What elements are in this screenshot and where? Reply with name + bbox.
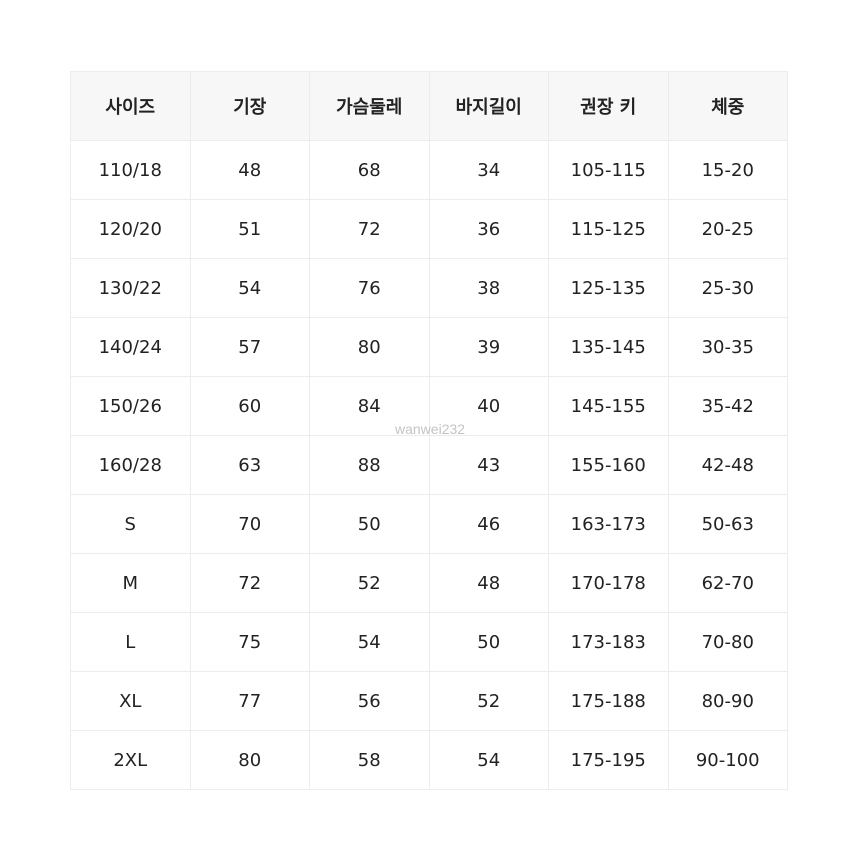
- table-cell: 35-42: [667, 376, 788, 436]
- table-row: 120/20 51 72 36 115-125 20-25: [70, 199, 788, 259]
- table-cell: 70: [189, 494, 310, 554]
- table-cell: 51: [189, 199, 310, 259]
- table-cell: 173-183: [548, 612, 669, 672]
- table-cell: 70-80: [667, 612, 788, 672]
- table-cell: 38: [428, 258, 549, 318]
- table-cell: 2XL: [70, 730, 191, 790]
- table-cell: 175-195: [548, 730, 669, 790]
- table-cell: 42-48: [667, 435, 788, 495]
- table-cell: 145-155: [548, 376, 669, 436]
- table-row: M 72 52 48 170-178 62-70: [70, 553, 788, 613]
- table-row: 140/24 57 80 39 135-145 30-35: [70, 317, 788, 377]
- table-cell: 34: [428, 140, 549, 200]
- column-header: 사이즈: [70, 71, 191, 141]
- table-row: XL 77 56 52 175-188 80-90: [70, 671, 788, 731]
- table-cell: 62-70: [667, 553, 788, 613]
- column-header: 체중: [667, 71, 788, 141]
- column-header: 가슴둘레: [309, 71, 430, 141]
- table-cell: 76: [309, 258, 430, 318]
- table-cell: 90-100: [667, 730, 788, 790]
- table-cell: 57: [189, 317, 310, 377]
- table-cell: 46: [428, 494, 549, 554]
- table-cell: 77: [189, 671, 310, 731]
- table-cell: 150/26: [70, 376, 191, 436]
- table-cell: 160/28: [70, 435, 191, 495]
- watermark: wanwei232: [395, 421, 466, 437]
- table-cell: 68: [309, 140, 430, 200]
- table-cell: 125-135: [548, 258, 669, 318]
- table-cell: 15-20: [667, 140, 788, 200]
- table-row: 2XL 80 58 54 175-195 90-100: [70, 730, 788, 790]
- table-cell: 175-188: [548, 671, 669, 731]
- table-cell: 63: [189, 435, 310, 495]
- table-cell: 140/24: [70, 317, 191, 377]
- table-cell: 130/22: [70, 258, 191, 318]
- table-row: 110/18 48 68 34 105-115 15-20: [70, 140, 788, 200]
- table-cell: 155-160: [548, 435, 669, 495]
- table-cell: 135-145: [548, 317, 669, 377]
- column-header: 기장: [189, 71, 310, 141]
- table-cell: 163-173: [548, 494, 669, 554]
- table-cell: 170-178: [548, 553, 669, 613]
- table-cell: 80: [189, 730, 310, 790]
- table-cell: 88: [309, 435, 430, 495]
- table-cell: 84: [309, 376, 430, 436]
- table-cell: 36: [428, 199, 549, 259]
- table-cell: 50: [428, 612, 549, 672]
- table-cell: 60: [189, 376, 310, 436]
- table-cell: 115-125: [548, 199, 669, 259]
- table-row: S 70 50 46 163-173 50-63: [70, 494, 788, 554]
- table-cell: 110/18: [70, 140, 191, 200]
- table-row: 150/26 60 84 40 145-155 35-42: [70, 376, 788, 436]
- table-cell: 72: [189, 553, 310, 613]
- table-cell: 20-25: [667, 199, 788, 259]
- table-cell: 25-30: [667, 258, 788, 318]
- column-header: 권장 키: [548, 71, 669, 141]
- table-cell: 48: [189, 140, 310, 200]
- table-cell: 52: [309, 553, 430, 613]
- table-cell: L: [70, 612, 191, 672]
- table-cell: M: [70, 553, 191, 613]
- table-cell: 54: [189, 258, 310, 318]
- table-cell: 30-35: [667, 317, 788, 377]
- table-cell: 48: [428, 553, 549, 613]
- table-row: 130/22 54 76 38 125-135 25-30: [70, 258, 788, 318]
- table-cell: 52: [428, 671, 549, 731]
- table-cell: 56: [309, 671, 430, 731]
- table-cell: 80-90: [667, 671, 788, 731]
- table-cell: S: [70, 494, 191, 554]
- table-row: 160/28 63 88 43 155-160 42-48: [70, 435, 788, 495]
- table-cell: XL: [70, 671, 191, 731]
- table-cell: 50-63: [667, 494, 788, 554]
- column-header: 바지길이: [428, 71, 549, 141]
- table-cell: 75: [189, 612, 310, 672]
- table-cell: 105-115: [548, 140, 669, 200]
- table-cell: 54: [309, 612, 430, 672]
- header-row: 사이즈 기장 가슴둘레 바지길이 권장 키 체중: [70, 71, 788, 141]
- table-cell: 58: [309, 730, 430, 790]
- table-row: L 75 54 50 173-183 70-80: [70, 612, 788, 672]
- table-cell: 120/20: [70, 199, 191, 259]
- table-cell: 80: [309, 317, 430, 377]
- table-cell: 50: [309, 494, 430, 554]
- table-cell: 54: [428, 730, 549, 790]
- size-chart-table: 사이즈 기장 가슴둘레 바지길이 권장 키 체중 110/18 48 68 34 105-115 1…: [70, 71, 788, 790]
- table-cell: 72: [309, 199, 430, 259]
- table-cell: 39: [428, 317, 549, 377]
- table-cell: 43: [428, 435, 549, 495]
